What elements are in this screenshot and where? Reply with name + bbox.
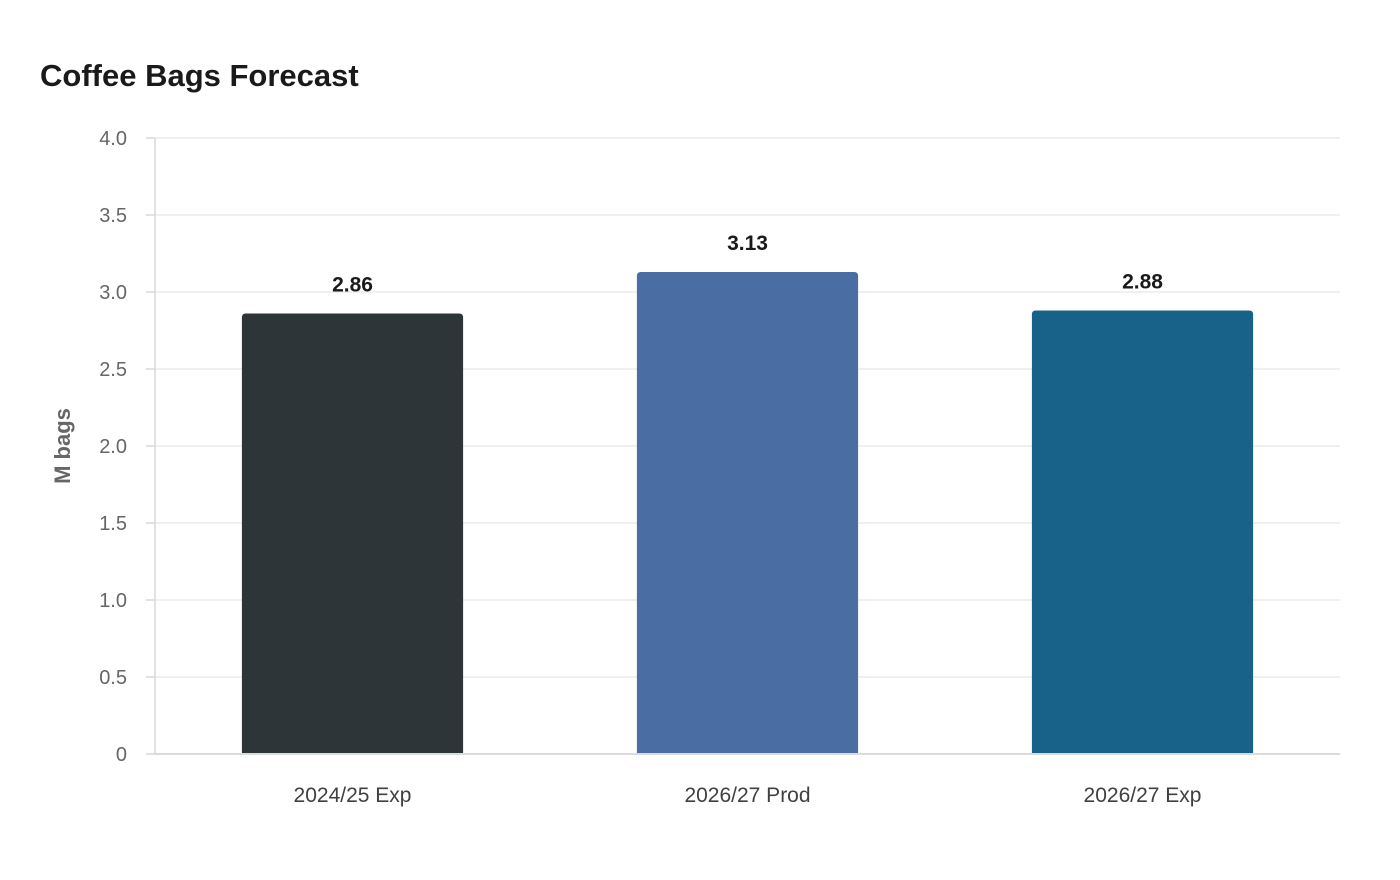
y-tick-label: 3.0 (99, 282, 127, 304)
y-axis-ticks: 0 0.5 1.0 1.5 2.0 2.5 3.0 3.5 4.0 (99, 128, 155, 766)
bars (241, 271, 1254, 753)
bar-value-label: 3.13 (727, 232, 768, 255)
chart-title: Coffee Bags Forecast (40, 58, 359, 93)
y-tick-label: 1.0 (99, 590, 127, 612)
bar-value-label: 2.86 (332, 274, 373, 297)
x-category-label: 2026/27 Exp (1084, 784, 1202, 807)
y-tick-label: 3.5 (99, 205, 127, 227)
y-tick-label: 4.0 (99, 128, 127, 150)
bar (241, 313, 464, 753)
y-tick-label: 1.5 (99, 513, 127, 535)
y-tick-label: 0 (116, 744, 127, 766)
x-category-label: 2026/27 Prod (684, 784, 810, 807)
bar (636, 271, 859, 753)
x-category-label: 2024/25 Exp (294, 784, 412, 807)
x-axis-categories: 2024/25 Exp 2026/27 Prod 2026/27 Exp (294, 784, 1202, 807)
bar (1031, 310, 1254, 753)
y-tick-label: 2.5 (99, 359, 127, 381)
y-tick-label: 2.0 (99, 436, 127, 458)
y-tick-label: 0.5 (99, 667, 127, 689)
value-labels: 2.86 3.13 2.88 (332, 232, 1163, 297)
bar-value-label: 2.88 (1122, 270, 1163, 293)
y-axis-label: M bags (50, 408, 75, 484)
